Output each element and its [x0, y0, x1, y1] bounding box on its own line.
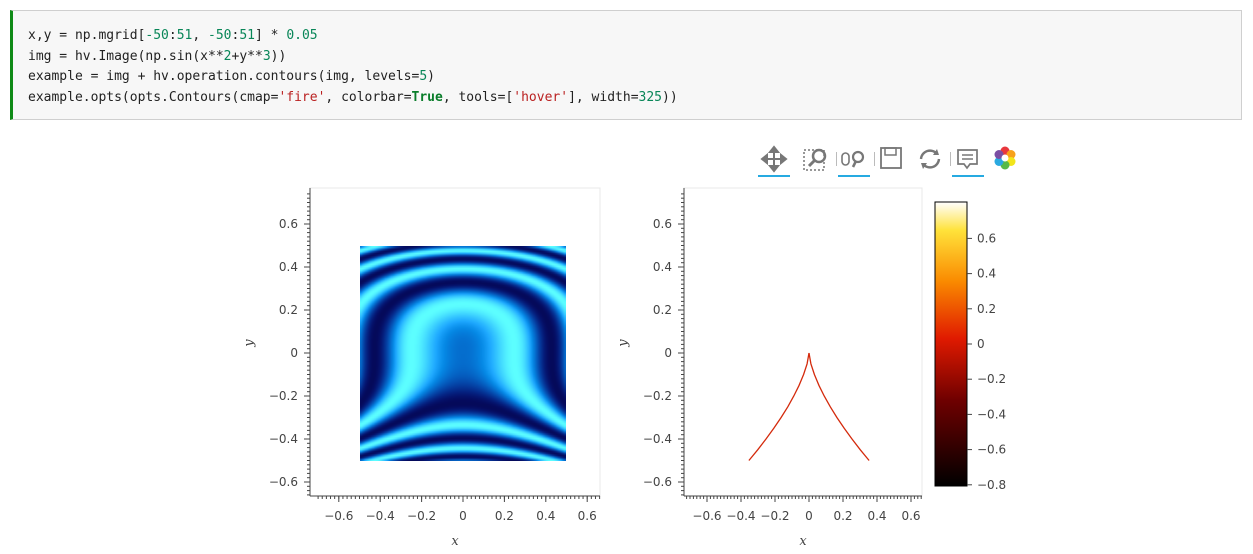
- contour_plot-y-tick-label: 0.2: [653, 303, 672, 317]
- contour_plot-y-tick-label: −0.2: [643, 389, 672, 403]
- bokeh-logo-icon: [994, 146, 1016, 170]
- contour_plot-x-tick-label: 0.6: [901, 509, 920, 523]
- contour-line[interactable]: [808, 352, 870, 461]
- colorbar: 0.6 0.4 0.2 0 −0.2 −0.4 −0.6 −0.8: [934, 201, 1006, 492]
- code-token: 51: [176, 28, 193, 43]
- code-token: -50: [208, 28, 232, 43]
- colorbar-tick-label: 0.6: [977, 231, 996, 245]
- hover-tool[interactable]: [950, 144, 986, 177]
- code-token: :: [168, 28, 177, 43]
- image_plot-x-tick-label: −0.2: [407, 509, 436, 523]
- contour_plot-x-label: x: [799, 534, 807, 549]
- image-heatmap: [360, 246, 566, 461]
- colorbar-tick-label: −0.6: [977, 443, 1006, 457]
- colorbar-tick-label: −0.8: [977, 478, 1006, 492]
- code-line: x,y = np.mgrid[-50:51, -50:51] * 0.05: [28, 28, 318, 43]
- move-arrows-icon: [760, 145, 788, 173]
- image_plot-y-label: y: [242, 339, 257, 348]
- bokeh-logo[interactable]: [988, 144, 1024, 174]
- contour_plot-x-tick-label: −0.6: [692, 509, 721, 523]
- contour_plot-x-tick-label: −0.4: [726, 509, 755, 523]
- image_plot-y-tick-label: 0: [290, 346, 298, 360]
- colorbar-tick-label: −0.4: [977, 407, 1006, 421]
- code-token: )): [270, 48, 287, 64]
- code-token: 5: [419, 69, 428, 84]
- contour-line[interactable]: [748, 352, 810, 461]
- contour-plot-frame: [683, 187, 923, 497]
- reset-tool[interactable]: [912, 144, 948, 174]
- code-token: example = img + hv.operation.contours(im…: [28, 69, 420, 84]
- code-token: 325: [638, 89, 663, 105]
- code-token: 0.05: [286, 28, 318, 43]
- contour_plot-y-tick-label: 0.4: [653, 260, 672, 274]
- code-line: example.opts(opts.Contours(cmap='fire', …: [28, 90, 678, 105]
- image_plot-x-tick-label: −0.4: [366, 509, 395, 523]
- code-token: example.opts(opts.Contours(cmap=: [28, 89, 279, 105]
- contour_plot-x-tick-label: −0.2: [760, 509, 789, 523]
- image_plot-x-tick-label: −0.6: [324, 509, 353, 523]
- contour_plot-x-tick-label: 0.4: [867, 509, 886, 523]
- code-token: 3: [262, 48, 271, 64]
- contour_plot-y-label: y: [616, 339, 631, 348]
- box-zoom-tool[interactable]: [799, 144, 835, 174]
- code-line: example = img + hv.operation.contours(im…: [28, 69, 435, 84]
- code-token: 2: [223, 48, 232, 64]
- image_plot-x-label: x: [451, 534, 459, 549]
- code-token: -50: [145, 28, 169, 43]
- pan-tool[interactable]: [756, 144, 792, 177]
- hover-icon: [957, 149, 978, 170]
- save-tool[interactable]: [874, 144, 910, 174]
- code-token: x,y = np.mgrid[: [28, 28, 146, 43]
- code-token: , tools=[: [442, 89, 514, 105]
- image-plot[interactable]: −0.6 −0.4 −0.2 0 0.2 0.4 0.6 0.6 0.4 0.2 0 −0.2 −0.4…: [242, 187, 601, 549]
- image_plot-y-tick-label: 0.2: [279, 303, 298, 317]
- colorbar-tick-label: 0.2: [977, 302, 996, 316]
- code-token: ): [427, 69, 435, 84]
- code-token: , colorbar=: [325, 89, 412, 105]
- plot-toolbar: [756, 144, 1031, 180]
- contour_plot-y-tick-label: −0.6: [643, 475, 672, 489]
- colorbar-tick-label: 0.4: [977, 267, 996, 281]
- code-token: 'fire': [278, 89, 326, 105]
- box-zoom-icon: [803, 148, 827, 171]
- code-token: )): [662, 89, 678, 105]
- code-token: +y**: [231, 48, 263, 64]
- contour_plot-y-tick-label: 0.6: [653, 217, 672, 231]
- code-cell[interactable]: x,y = np.mgrid[-50:51, -50:51] * 0.05 im…: [10, 10, 1242, 120]
- code-token: True: [411, 89, 443, 105]
- colorbar-tick-label: 0: [977, 337, 985, 351]
- code-line: img = hv.Image(np.sin(x**2+y**3)): [28, 49, 286, 64]
- colorbar-tick-label: −0.2: [977, 372, 1006, 386]
- contour_plot-x-tick-label: 0.2: [833, 509, 852, 523]
- image_plot-x-tick-label: 0: [459, 509, 467, 523]
- contour_plot-y-tick-label: −0.4: [643, 432, 672, 446]
- wheel-zoom-icon: [841, 150, 865, 168]
- wheel-zoom-tool[interactable]: [836, 144, 872, 177]
- code-token: :: [231, 28, 240, 43]
- image_plot-y-tick-label: 0.6: [279, 217, 298, 231]
- save-icon: [880, 147, 902, 169]
- contour-plot[interactable]: −0.6 −0.4 −0.2 0 0.2 0.4 0.6 0.6 0.4 0.2 0 −0.2 −0.4…: [616, 187, 923, 549]
- code-token: 'hover': [513, 89, 569, 105]
- image_plot-x-tick-label: 0.2: [495, 509, 514, 523]
- code-token: ] *: [255, 28, 287, 43]
- image_plot-x-tick-label: 0.6: [578, 509, 597, 523]
- contour_plot-x-tick-label: 0: [805, 509, 813, 523]
- colorbar-gradient: [934, 201, 968, 487]
- code-token: ,: [192, 28, 209, 43]
- image_plot-y-tick-label: −0.6: [269, 475, 298, 489]
- reset-icon: [919, 149, 941, 169]
- contour_plot-y-tick-label: 0: [664, 346, 672, 360]
- image_plot-y-tick-label: 0.4: [279, 260, 298, 274]
- code-token: img = hv.Image(np.sin(x**: [28, 48, 224, 64]
- image_plot-y-tick-label: −0.2: [269, 389, 298, 403]
- code-token: 51: [239, 28, 255, 43]
- image_plot-y-tick-label: −0.4: [269, 432, 298, 446]
- image_plot-x-tick-label: 0.4: [536, 509, 555, 523]
- code-editor[interactable]: x,y = np.mgrid[-50:51, -50:51] * 0.05 im…: [28, 26, 678, 108]
- code-token: ], width=: [568, 89, 639, 105]
